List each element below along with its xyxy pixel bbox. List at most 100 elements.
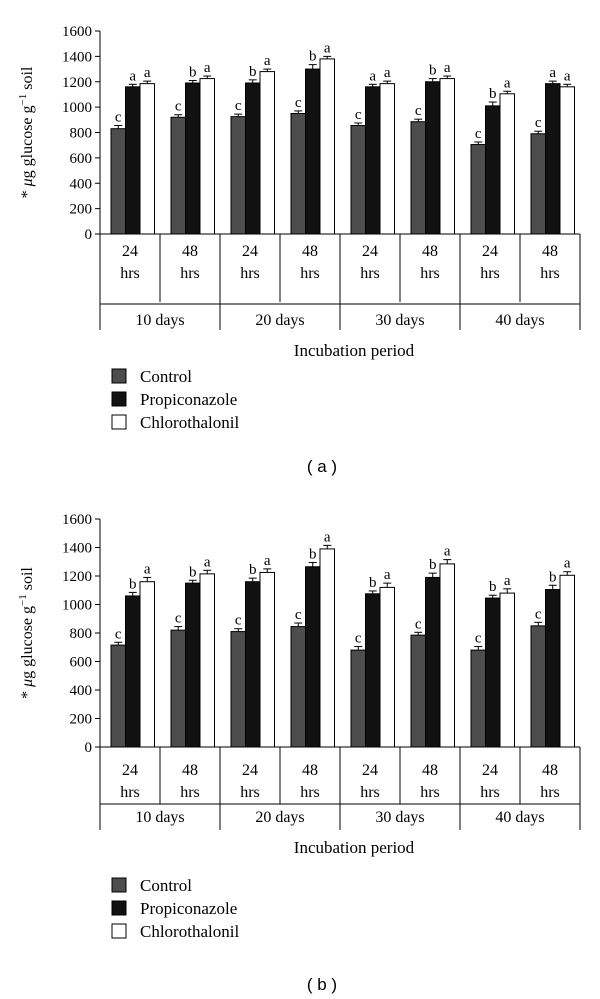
bar-propiconazole [485,105,501,235]
significance-letter: a [504,573,511,589]
legend-label: Control [140,876,192,895]
y-axis-title-tail: soil [19,66,36,94]
y-axis-title-main: g glucose g [19,606,36,679]
significance-letter: b [129,576,137,592]
significance-letter: b [369,575,377,591]
y-axis-title: * μg glucose g−1 soil [17,567,36,699]
x-tick-label-hours: 48 [302,762,318,779]
bar-propiconazole [545,589,561,748]
legend-label: Chlorothalonil [140,922,239,941]
significance-letter: b [249,64,257,80]
x-tick-label-unit: hrs [300,265,320,282]
bar-propiconazole [245,581,261,748]
bar-chlorothalonil [439,563,455,748]
significance-letter: a [144,561,151,577]
significance-letter: c [535,606,542,622]
significance-letter: b [309,49,317,65]
bar-chlorothalonil [499,93,515,235]
bar-control [110,644,126,748]
bar-control [290,626,306,748]
bar-control [110,128,126,235]
significance-letter: b [189,564,197,580]
y-tick-label: 1200 [62,75,92,91]
x-axis-title: Incubation period [294,838,415,857]
y-axis-title-tail: soil [19,567,36,595]
bar-propiconazole [125,595,141,748]
y-axis-title-superscript: −1 [17,94,29,106]
x-tick-label-unit: hrs [360,265,380,282]
x-tick-label-unit: hrs [240,265,260,282]
x-tick-label-hours: 24 [362,762,378,779]
x-tick-label-unit: hrs [480,784,500,801]
significance-letter: c [175,99,182,115]
x-tick-label-hours: 48 [542,762,558,779]
legend-swatch-control [111,368,127,384]
bar-chlorothalonil [319,58,335,235]
y-tick-label: 1600 [62,512,92,528]
significance-letter: a [204,554,211,570]
x-tick-label-unit: hrs [300,784,320,801]
bar-chlorothalonil [139,83,155,235]
y-tick-label: 800 [70,626,93,642]
bar-control [230,631,246,748]
significance-letter: a [264,53,271,69]
legend-swatch-chlorothalonil [111,414,127,430]
bar-propiconazole [185,82,201,235]
bar-control [170,116,186,235]
significance-letter: b [249,562,257,578]
y-tick-label: 0 [85,227,93,243]
significance-letter: a [549,65,556,81]
x-tick-label-hours: 24 [242,243,258,260]
significance-letter: b [309,546,317,562]
significance-letter: b [429,557,437,573]
significance-letter: c [355,107,362,123]
y-axis-title-mu: μ [19,679,36,688]
significance-letter: c [295,95,302,111]
x-tick-label-unit: hrs [180,265,200,282]
significance-letter: a [204,60,211,76]
significance-letter: a [264,553,271,569]
y-tick-label: 1200 [62,569,92,585]
bar-control [530,625,546,748]
x-tick-label-hours: 24 [122,243,138,260]
bar-propiconazole [305,566,321,748]
chart-panel-a: 0 200 400 600 800 1000 1200 1400 1600 24 hrs 48 hrs 2… [17,24,581,476]
x-group-label: 10 days [135,312,184,329]
bar-chlorothalonil [319,548,335,748]
bar-chlorothalonil [379,83,395,235]
x-tick-label-unit: hrs [540,784,560,801]
bar-control [470,649,486,748]
significance-letter: a [324,40,331,56]
significance-letter: c [295,607,302,623]
bar-chlorothalonil [379,586,395,748]
significance-letter: a [504,75,511,91]
bar-control [230,116,246,235]
bar-propiconazole [305,68,321,235]
legend-swatch-propiconazole [111,900,127,916]
x-tick-label-hours: 24 [122,762,138,779]
significance-letter: b [489,579,497,595]
significance-letter: c [415,616,422,632]
x-group-label: 40 days [495,809,544,826]
significance-letter: c [115,110,122,126]
significance-letter: a [144,65,151,81]
x-group-label: 40 days [495,312,544,329]
significance-letter: c [235,98,242,114]
bar-chlorothalonil [199,573,215,748]
significance-letter: c [115,626,122,642]
significance-letter: c [235,613,242,629]
y-tick-label: 400 [70,176,93,192]
y-tick-label: 1000 [62,100,92,116]
x-tick-label-unit: hrs [180,784,200,801]
bar-chlorothalonil [259,71,275,235]
bar-chlorothalonil [559,574,575,748]
legend-label: Chlorothalonil [140,413,239,432]
x-axis-title: Incubation period [294,341,415,360]
x-group-label: 30 days [375,312,424,329]
bar-control [350,649,366,748]
y-axis-title-main: g glucose g [19,105,36,178]
bar-chlorothalonil [139,581,155,748]
significance-letter: c [415,103,422,119]
bar-propiconazole [365,593,381,748]
bar-chlorothalonil [559,86,575,235]
